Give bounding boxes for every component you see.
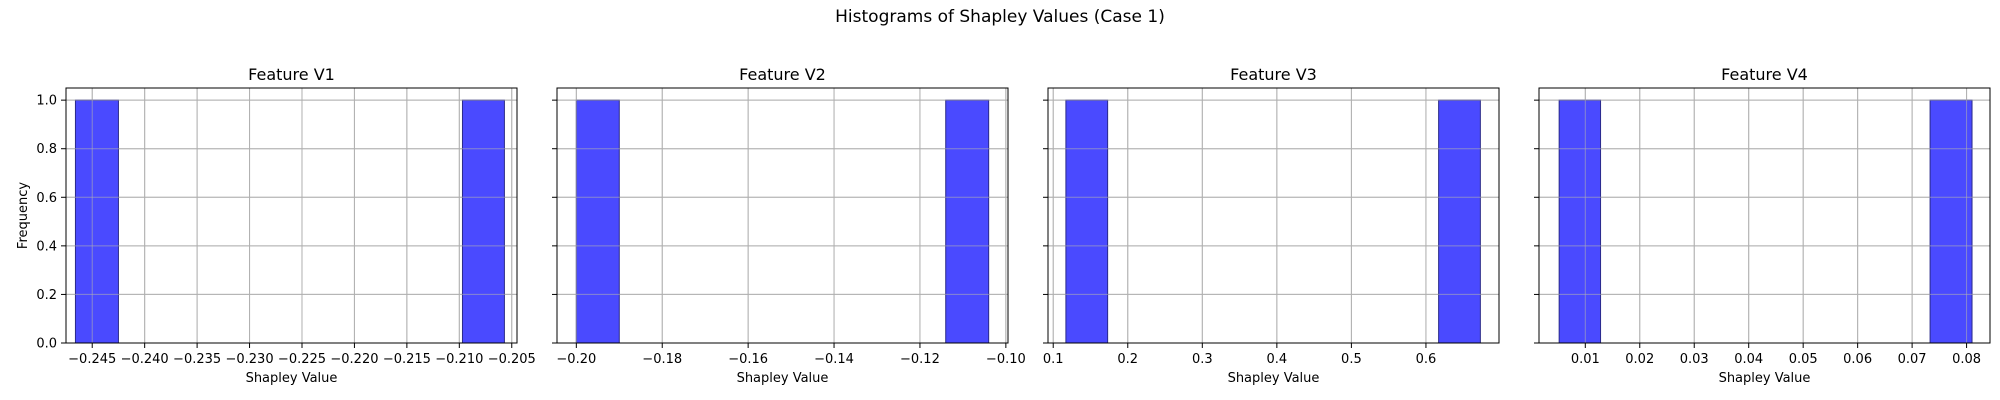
y-tick-label: 0.6: [36, 191, 57, 206]
y-tick-label: 0.4: [36, 239, 57, 254]
x-tick-label: 0.2: [1117, 352, 1138, 367]
x-axis-label: Shapley Value: [1719, 371, 1811, 386]
x-tick-label: −0.225: [278, 352, 326, 367]
x-tick-label: −0.12: [900, 352, 940, 367]
y-tick-label: 1.0: [36, 94, 57, 109]
histogram-bar: [1438, 99, 1481, 344]
x-tick-label: −0.220: [330, 352, 378, 367]
x-tick-label: −0.10: [986, 352, 1026, 367]
x-tick-label: −0.215: [383, 352, 431, 367]
panel-title: Feature V1: [248, 65, 335, 84]
x-tick-label: 0.06: [1843, 352, 1872, 367]
y-tick-label: 0.2: [36, 288, 57, 303]
panel-title: Feature V2: [739, 65, 826, 84]
y-axis-label: Frequency: [16, 182, 31, 249]
axes-frame: [65, 87, 518, 344]
histogram-panel-v3: 0.1 0.2 0.3 0.4 0.5 0.6 Feature V3 Shapley Valu…: [1043, 65, 1500, 386]
x-tick-label: 0.4: [1267, 352, 1288, 367]
histogram-bar: [1558, 99, 1602, 344]
x-axis-label: Shapley Value: [737, 371, 829, 386]
x-tick-label: −0.240: [121, 352, 169, 367]
x-axis-label: Shapley Value: [1228, 371, 1320, 386]
axes-frame: [1047, 87, 1500, 344]
x-tick-label: −0.20: [556, 352, 596, 367]
y-tick-label: 0.0: [36, 337, 57, 352]
histogram-panel-v2: −0.20 −0.18 −0.16 −0.14 −0.12 −0.10 Feature V2…: [552, 65, 1026, 386]
histogram-bar: [461, 99, 505, 344]
x-tick-label: 0.07: [1898, 352, 1927, 367]
histogram-bar: [1065, 99, 1109, 344]
histogram-bar: [945, 99, 990, 344]
x-tick-label: −0.18: [642, 352, 682, 367]
x-tick-label: 0.1: [1043, 352, 1064, 367]
x-tick-label: −0.205: [488, 352, 536, 367]
x-tick-label: 0.01: [1571, 352, 1600, 367]
x-tick-label: 0.08: [1952, 352, 1981, 367]
panels-group: −0.245 −0.240 −0.235 −0.230 −0.225 −0.220 −0.2…: [16, 65, 1991, 386]
histogram-panel-v1: −0.245 −0.240 −0.235 −0.230 −0.225 −0.220 −0.2…: [16, 65, 536, 386]
x-tick-label: −0.16: [728, 352, 768, 367]
histogram-panel-v4: 0.01 0.02 0.03 0.04 0.05 0.06 0.07 0.08 Feature …: [1534, 65, 1991, 386]
x-tick-label: −0.235: [173, 352, 221, 367]
x-tick-label: 0.04: [1734, 352, 1763, 367]
panel-title: Feature V3: [1230, 65, 1317, 84]
axes-frame: [1538, 87, 1991, 344]
x-tick-label: 0.03: [1680, 352, 1709, 367]
axes-frame: [556, 87, 1009, 344]
x-tick-label: −0.230: [225, 352, 273, 367]
panel-title: Feature V4: [1721, 65, 1808, 84]
histogram-bar: [575, 99, 620, 344]
x-tick-label: −0.210: [435, 352, 483, 367]
x-tick-label: −0.14: [814, 352, 854, 367]
x-tick-label: −0.245: [68, 352, 116, 367]
x-tick-label: 0.05: [1789, 352, 1818, 367]
y-tick-label: 0.8: [36, 142, 57, 157]
histogram-bar: [74, 99, 119, 344]
histogram-bar: [1929, 99, 1973, 344]
x-tick-label: 0.02: [1625, 352, 1654, 367]
x-axis-label: Shapley Value: [246, 371, 338, 386]
x-tick-label: 0.5: [1341, 352, 1362, 367]
x-tick-label: 0.3: [1192, 352, 1213, 367]
figure-title: Histograms of Shapley Values (Case 1): [835, 7, 1165, 27]
x-tick-label: 0.6: [1416, 352, 1437, 367]
